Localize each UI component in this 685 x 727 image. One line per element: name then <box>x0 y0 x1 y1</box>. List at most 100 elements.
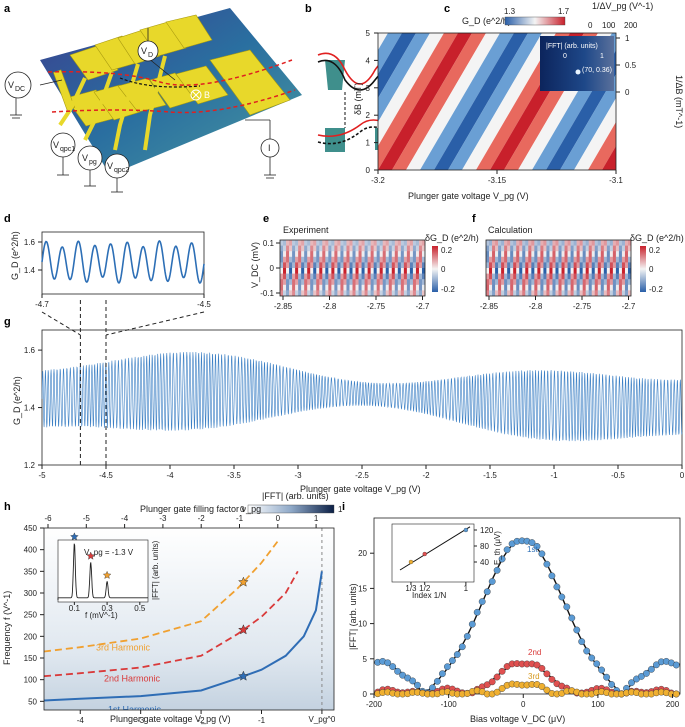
map-cell <box>534 256 538 263</box>
i-point-1 <box>473 608 481 616</box>
map-cell <box>546 279 550 286</box>
i-point-1 <box>583 647 591 655</box>
map-cell <box>498 251 502 258</box>
map-cell <box>298 240 302 246</box>
map-cell <box>579 290 583 296</box>
map-cell <box>519 262 523 269</box>
map-cell <box>486 279 490 286</box>
map-cell <box>307 284 311 291</box>
map-cell <box>292 245 296 252</box>
svg-text:V: V <box>82 153 88 163</box>
map-cell <box>573 268 577 274</box>
map-cell <box>334 262 338 269</box>
map-cell <box>552 262 556 269</box>
map-cell <box>337 279 341 286</box>
c-ytick-label: 2 <box>366 111 371 120</box>
map-cell <box>534 284 538 291</box>
map-cell <box>618 290 623 296</box>
map-cell <box>325 245 329 252</box>
map-cell <box>576 268 580 274</box>
map-cell <box>561 290 565 296</box>
i-point-1 <box>643 670 650 677</box>
map-cell <box>307 273 311 280</box>
c-inset-point: (70, 0.36) <box>582 67 612 74</box>
map-cell <box>298 279 302 286</box>
map-cell <box>615 284 620 291</box>
map-cell <box>489 268 493 274</box>
g-ytick-label: 1.4 <box>24 404 36 413</box>
map-cell <box>292 290 296 296</box>
map-cell <box>513 245 517 252</box>
map-cell <box>394 284 399 291</box>
h-top-xtick-label: -6 <box>44 514 52 523</box>
map-cell <box>364 273 368 280</box>
map-cell <box>492 268 496 274</box>
map-cell <box>513 268 517 274</box>
map-cell <box>385 240 390 246</box>
map-cell <box>325 284 329 291</box>
map-cell <box>543 284 547 291</box>
map-cell <box>528 290 532 296</box>
h-series-label-1: 1st Harmonic <box>108 705 162 715</box>
map-cell <box>301 240 305 246</box>
map-cell <box>510 262 514 269</box>
map-cell <box>328 273 332 280</box>
map-cell <box>355 262 359 269</box>
map-cell <box>525 268 529 274</box>
i-point-1 <box>558 593 566 601</box>
map-cell <box>612 284 617 291</box>
map-cell <box>295 279 299 286</box>
map-cell <box>603 262 608 269</box>
map-cell <box>394 256 399 263</box>
i-inset-ytick-label: 120 <box>480 526 494 535</box>
map-cell <box>522 290 526 296</box>
map-cell <box>307 240 311 246</box>
map-cell <box>364 240 368 246</box>
circuit <box>10 28 276 193</box>
map-cell <box>352 284 356 291</box>
map-cell <box>358 245 362 252</box>
map-cell <box>600 279 605 286</box>
map-cell <box>507 290 511 296</box>
zoom-connector-left <box>41 311 81 336</box>
map-cell <box>531 284 535 291</box>
map-cell <box>400 256 405 263</box>
map-cell <box>319 245 323 252</box>
i-point-1 <box>563 603 571 611</box>
map-cell <box>546 262 550 269</box>
map-cell <box>370 273 374 280</box>
map-cell <box>397 268 402 274</box>
map-cell <box>283 268 287 274</box>
i-inset-point <box>422 551 427 557</box>
map-cell <box>627 245 631 252</box>
map-cell <box>382 245 387 252</box>
map-cell <box>319 251 323 258</box>
panel-letter-h: h <box>4 501 11 513</box>
map-cell <box>295 268 299 274</box>
h-series-1 <box>44 571 323 702</box>
map-cell <box>558 262 562 269</box>
map-cell <box>579 256 583 263</box>
map-cell <box>588 256 593 263</box>
map-cell <box>525 284 529 291</box>
i-point-1 <box>498 555 506 563</box>
map-cell <box>510 273 514 280</box>
map-cell <box>552 256 556 263</box>
map-cell <box>403 251 408 258</box>
h-top-xtick-label: -3 <box>159 514 167 523</box>
map-cell <box>382 279 387 286</box>
map-cell <box>316 240 320 246</box>
svg-text:0: 0 <box>441 265 446 274</box>
map-cell <box>516 268 520 274</box>
map-cell <box>597 251 602 258</box>
h-ytick-label: 250 <box>24 611 38 620</box>
i-point-1 <box>453 651 461 658</box>
map-cell <box>388 256 393 263</box>
map-cell <box>394 240 399 246</box>
map-cell <box>292 251 296 258</box>
map-cell <box>486 256 490 263</box>
map-cell <box>570 279 574 286</box>
map-cell <box>421 279 425 286</box>
map-cell <box>379 245 384 252</box>
map-cell <box>618 240 623 246</box>
